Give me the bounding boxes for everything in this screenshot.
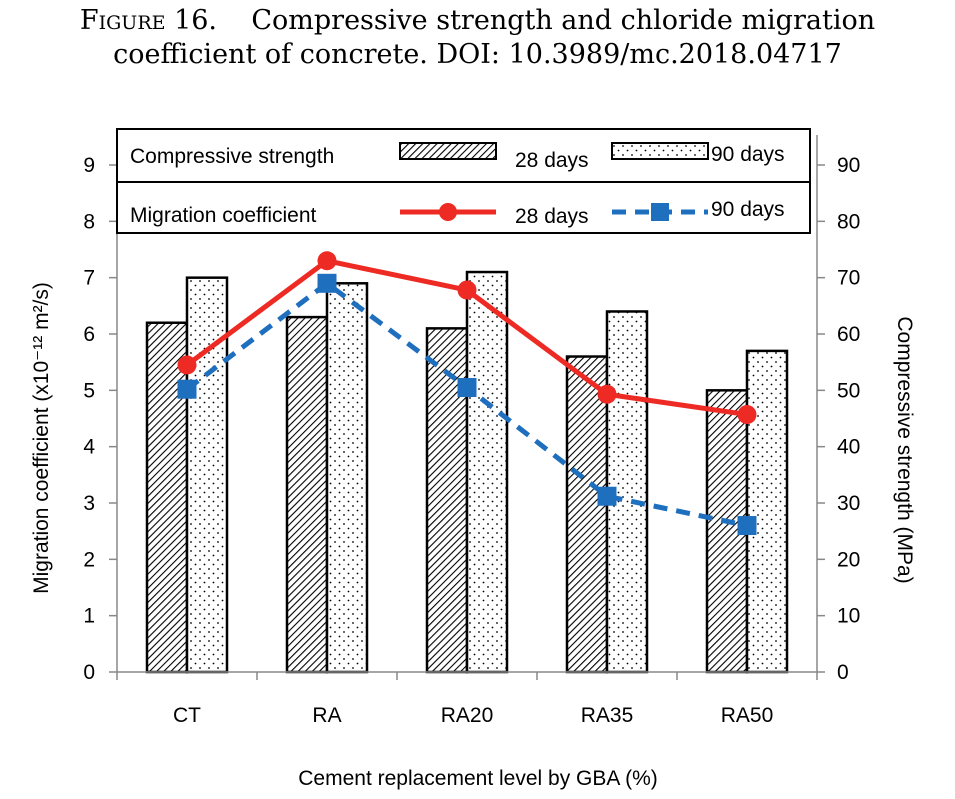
caption-line-1: Compressive strength and chloride migrat… (251, 5, 876, 36)
bar-28d-ra (285, 315, 329, 674)
marker-28d-ct (177, 355, 197, 375)
legend-line28-label: 28 days (515, 205, 589, 228)
x-axis-label: Cement replacement level by GBA (%) (298, 767, 657, 790)
bar-90d-ra20 (465, 270, 509, 674)
legend-bar90-swatch (611, 142, 709, 160)
bar-28d-ra35 (565, 355, 609, 674)
legend-row1-label: Compressive strength (130, 145, 334, 168)
right-tick-label: 50 (837, 379, 860, 402)
figure-label: Figure 16. (79, 5, 218, 36)
right-tick-label: 20 (837, 548, 860, 571)
bar-28d-ct (145, 321, 189, 674)
marker-90d-ra (317, 273, 337, 293)
left-tick-label: 4 (83, 436, 95, 459)
right-tick-label: 90 (837, 154, 860, 177)
legend-bar28-label: 28 days (515, 149, 589, 172)
marker-90d-ra50 (737, 516, 757, 536)
left-tick-label: 9 (83, 154, 95, 177)
right-tick-label: 40 (837, 436, 860, 459)
left-tick-label: 5 (83, 379, 95, 402)
left-tick-label: 0 (83, 661, 95, 684)
marker-28d-ra50 (737, 405, 757, 425)
bar-90d-ra50 (745, 349, 789, 674)
legend-line90-marker (651, 203, 669, 221)
x-tick-label: RA50 (721, 704, 774, 727)
left-tick-label: 6 (83, 323, 95, 346)
right-tick-label: 10 (837, 605, 860, 628)
left-axis-label: Migration coefficient (x10⁻¹² m²/s) (30, 282, 53, 594)
right-tick-label: 0 (837, 661, 849, 684)
legend: Compressive strength 28 days 90 days Mig… (116, 128, 811, 234)
caption-line-2: coefficient of concrete. DOI: 10.3989/mc… (113, 39, 842, 70)
marker-90d-ra20 (457, 378, 477, 398)
right-tick-label: 60 (837, 323, 860, 346)
right-tick-label: 70 (837, 267, 860, 290)
legend-line90-label: 90 days (711, 198, 785, 221)
x-tick-label: RA20 (441, 704, 494, 727)
marker-90d-ra35 (597, 486, 617, 506)
marker-28d-ra35 (597, 384, 617, 404)
marker-28d-ra (317, 251, 337, 271)
left-tick-label: 3 (83, 492, 95, 515)
lines-layer (177, 251, 757, 536)
left-tick-label: 8 (83, 210, 95, 233)
left-tick-label: 7 (83, 267, 95, 290)
legend-bar28-swatch (399, 142, 497, 160)
x-tick-label: CT (173, 704, 201, 727)
legend-bar90-label: 90 days (711, 143, 785, 166)
legend-line28-marker (439, 203, 457, 221)
marker-28d-ra20 (457, 280, 477, 300)
right-tick-label: 30 (837, 492, 860, 515)
figure-caption: Figure 16. Compressive strength and chlo… (0, 4, 955, 72)
legend-row2-label: Migration coefficient (130, 204, 317, 227)
bar-90d-ra (325, 282, 369, 674)
marker-90d-ct (177, 379, 197, 399)
bars-layer (145, 270, 789, 674)
right-tick-label: 80 (837, 210, 860, 233)
x-tick-label: RA (312, 704, 341, 727)
left-tick-label: 2 (83, 548, 95, 571)
left-tick-label: 1 (83, 605, 95, 628)
right-axis-label: Compressive strength (MPa) (893, 316, 916, 583)
x-tick-label: RA35 (581, 704, 634, 727)
